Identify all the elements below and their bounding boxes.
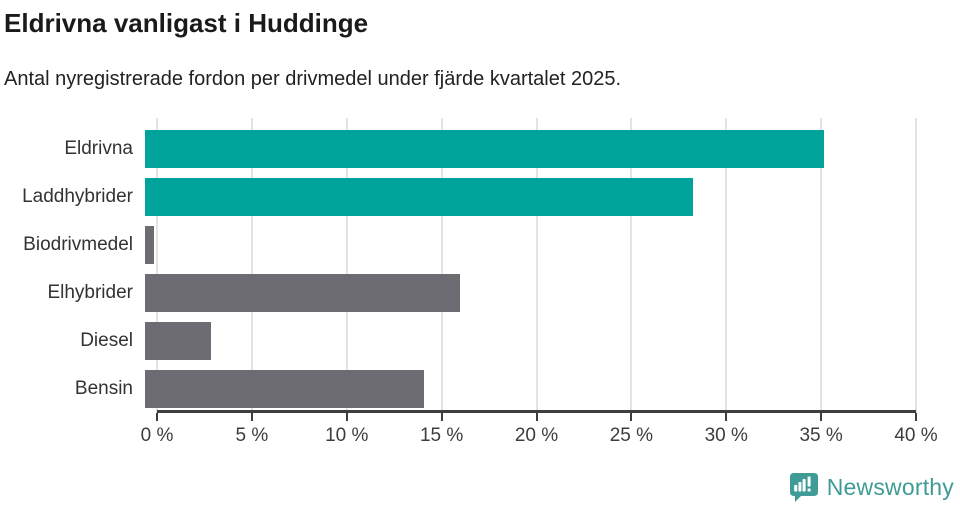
bar-bensin [145, 370, 424, 408]
bar-track [145, 178, 904, 216]
x-axis-tick [345, 413, 348, 421]
bar-laddhybrider [145, 178, 694, 216]
chart-title: Eldrivna vanligast i Huddinge [4, 8, 369, 38]
bar-elhybrider [145, 274, 460, 312]
x-axis-tick-label: 35 % [799, 425, 843, 446]
chart-subtitle: Antal nyregistrerade fordon per drivmede… [4, 68, 622, 90]
bar-eldrivna [145, 130, 825, 168]
bar-chart: Eldrivna Laddhybrider Biodrivmedel Elhybrid… [0, 118, 960, 453]
chart-row: Laddhybrider [0, 173, 960, 221]
x-axis-tick-label: 5 % [235, 425, 269, 446]
x-axis-tick-label: 0 % [140, 425, 174, 446]
gridline [820, 118, 823, 413]
gridline [725, 118, 728, 413]
x-axis-tick-label: 10 % [325, 425, 369, 446]
x-axis-tick [440, 413, 443, 421]
x-axis-tick [630, 413, 633, 421]
chart-row: Bensin [0, 365, 960, 413]
gridline [250, 118, 253, 413]
bar-diesel [145, 322, 212, 360]
chart-row: Diesel [0, 317, 960, 365]
x-axis: 0 % 5 % 10 % 15 % 20 % 25 % 30 % 35 % 40 % [141, 410, 938, 450]
newsworthy-logo-text: Newsworthy [826, 473, 954, 500]
x-axis-tick-label: 15 % [419, 425, 464, 446]
x-axis-tick-label: 25 % [609, 425, 654, 446]
gridline [630, 118, 633, 413]
x-axis-tick [820, 413, 823, 421]
x-axis-tick [535, 413, 538, 421]
bar-track [145, 274, 904, 312]
x-axis-tick [915, 413, 917, 421]
x-axis-tick [250, 413, 253, 421]
x-axis-tick-label: 40 % [894, 425, 938, 446]
newsworthy-logo: Newsworthy [788, 472, 954, 502]
category-label: Elhybrider [47, 282, 133, 303]
gridlines [156, 118, 917, 413]
x-axis-tick-label: 20 % [514, 425, 559, 446]
category-label: Biodrivmedel [23, 234, 133, 255]
bar-track [145, 226, 904, 264]
gridline [535, 118, 538, 413]
bar-track [145, 130, 904, 168]
chart-row: Biodrivmedel [0, 221, 960, 269]
gridline [345, 118, 348, 413]
x-axis-tick [725, 413, 728, 421]
bar-track [145, 322, 904, 360]
gridline [915, 118, 917, 413]
x-axis-tick [156, 413, 158, 421]
category-label: Bensin [74, 378, 133, 399]
chart-row: Elhybrider [0, 269, 960, 317]
bar-track [145, 370, 904, 408]
category-label: Eldrivna [64, 138, 133, 159]
category-label: Diesel [80, 330, 133, 351]
gridline [440, 118, 443, 413]
chart-rows: Eldrivna Laddhybrider Biodrivmedel Elhybrid… [0, 118, 960, 413]
bar-biodrivmedel [145, 226, 155, 264]
gridline [156, 118, 158, 413]
x-axis-tick-label: 30 % [704, 425, 748, 446]
chart-row: Eldrivna [0, 125, 960, 173]
bar-chart-speech-bubble-icon [789, 473, 818, 502]
category-label: Laddhybrider [22, 186, 133, 207]
